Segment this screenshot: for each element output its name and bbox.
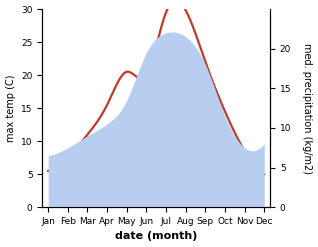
X-axis label: date (month): date (month) (115, 231, 197, 242)
Y-axis label: med. precipitation (kg/m2): med. precipitation (kg/m2) (302, 43, 313, 174)
Y-axis label: max temp (C): max temp (C) (5, 74, 16, 142)
